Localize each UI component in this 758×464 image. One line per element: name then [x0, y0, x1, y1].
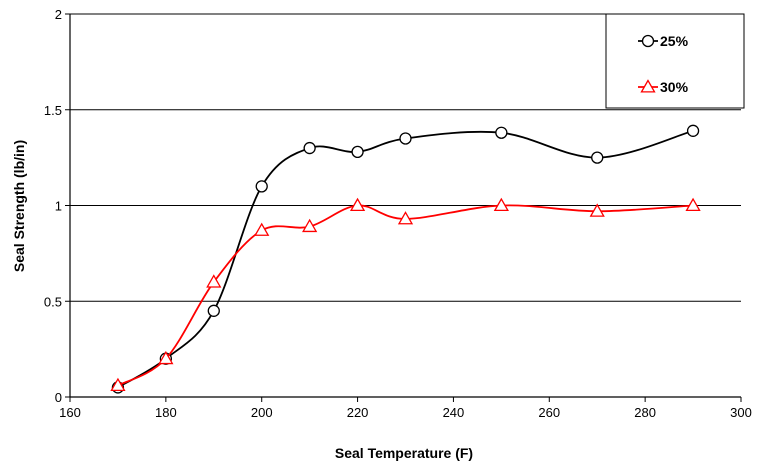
data-point [397, 211, 414, 225]
series-line [117, 204, 694, 387]
x-tick-label: 200 [251, 405, 273, 420]
x-tick-label: 180 [155, 405, 177, 420]
data-point [206, 274, 222, 288]
x-tick-label: 260 [538, 405, 560, 420]
x-axis-title: Seal Temperature (F) [335, 445, 473, 461]
legend-box [605, 13, 745, 109]
data-point [495, 126, 508, 139]
x-tick-label: 280 [634, 405, 656, 420]
data-point [303, 141, 316, 155]
y-tick-label: 1.5 [44, 103, 62, 118]
legend-items: 25% 30% [638, 33, 689, 95]
data-point [686, 124, 700, 137]
legend-marker [640, 79, 656, 93]
series-layer [110, 124, 701, 394]
y-tick-label: 0 [55, 390, 62, 405]
legend-label: 25% [660, 33, 689, 49]
x-tick-label: 160 [59, 405, 81, 420]
data-point [399, 132, 412, 145]
x-tick-label: 300 [730, 405, 752, 420]
data-point [255, 180, 268, 193]
legend-item-2: 30% [638, 79, 689, 95]
data-point [591, 151, 604, 164]
legend-label: 30% [660, 79, 689, 95]
series-line [117, 129, 694, 389]
x-tick-label: 220 [347, 405, 369, 420]
legend-marker [641, 34, 655, 48]
legend-item-1: 25% [638, 33, 689, 49]
data-point [302, 218, 318, 233]
tick-labels: 0 0.5 1 1.5 2 160 180 200 220 240 260 280 300 [44, 7, 752, 420]
data-point [349, 197, 366, 212]
data-point [207, 304, 220, 317]
data-point [158, 350, 174, 365]
data-point [493, 197, 509, 212]
x-tick-label: 240 [443, 405, 465, 420]
series-1 [111, 124, 700, 394]
series-2 [110, 197, 701, 392]
y-tick-label: 0.5 [44, 294, 62, 309]
data-point [351, 145, 364, 159]
data-point [110, 377, 126, 392]
y-tick-label: 2 [55, 7, 62, 22]
y-axis-title: Seal Strength (lb/in) [11, 140, 27, 272]
data-point [685, 197, 701, 212]
y-tick-label: 1 [55, 199, 62, 214]
legend: 25% 30% [605, 13, 745, 109]
axes [65, 13, 742, 402]
data-point [589, 203, 605, 217]
data-point [254, 222, 270, 236]
